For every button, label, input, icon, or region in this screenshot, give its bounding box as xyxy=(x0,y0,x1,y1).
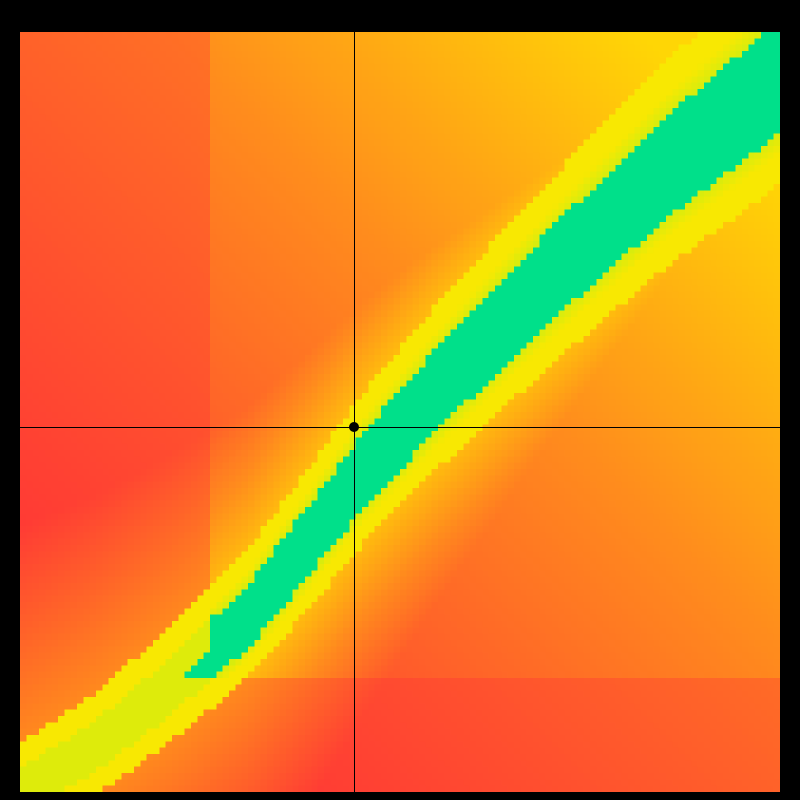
operating-point-marker xyxy=(349,422,359,432)
crosshair-vertical xyxy=(354,32,355,792)
chart-container: { "watermark": { "text": "TheBottleneck.… xyxy=(0,0,800,800)
crosshair-horizontal xyxy=(20,427,780,428)
watermark-text: TheBottleneck.com xyxy=(579,6,782,32)
bottleneck-heatmap xyxy=(20,32,780,792)
